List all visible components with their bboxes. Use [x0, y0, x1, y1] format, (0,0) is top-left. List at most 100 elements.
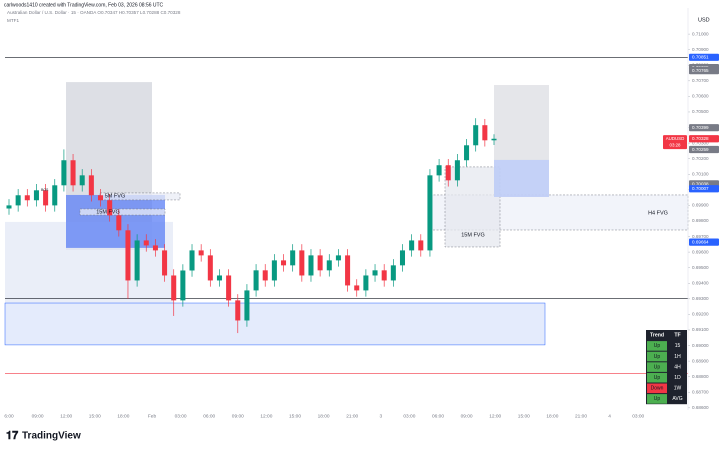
candle-body: [15, 195, 21, 206]
symbol-label: AUDUSD: [666, 136, 685, 141]
zone: [4, 302, 546, 346]
x-tick-label: 6:00: [4, 413, 14, 419]
y-tick-label: 0.70300: [692, 140, 709, 145]
candle-body: [253, 270, 259, 291]
x-tick-label: 06:00: [203, 413, 215, 419]
candle-body: [70, 160, 76, 186]
candle-body: [290, 250, 296, 266]
x-tick-label: 09:00: [232, 413, 244, 419]
y-tick-label: 0.69200: [692, 312, 709, 317]
trend-cell: [647, 372, 667, 383]
candle-body: [418, 240, 424, 251]
y-tick-label: 0.69800: [692, 218, 709, 223]
timeframe: 1D: [674, 375, 681, 381]
price-badge-label: 0.70038: [692, 181, 709, 186]
zone-label: 15M FVG: [96, 209, 120, 215]
candle-body: [24, 195, 30, 201]
y-tick-label: 0.69900: [692, 203, 709, 208]
overlay: 15M FVG 5M FVG H4 FVG 15M FVG BOS 0.70851 0.70…: [41, 53, 719, 246]
trend-cell: [647, 362, 667, 372]
trend-table: Trend TF Up 15 Up 1H Up 4H Up 1D Down 1W Up AVG: [646, 330, 687, 405]
candle-body: [335, 255, 341, 261]
candle-body: [107, 200, 113, 216]
x-tick-label: 15:00: [518, 413, 530, 419]
candles: [6, 118, 497, 334]
candle-body: [317, 255, 323, 271]
y-tick-label: 0.70100: [692, 171, 709, 176]
price-badge: [689, 238, 719, 246]
candle-body: [134, 240, 140, 281]
candle-body: [464, 145, 470, 161]
price-badge-label: 0.70399: [692, 125, 709, 130]
y-tick-label: 0.69600: [692, 249, 709, 254]
y-tick-label: 0.68900: [692, 358, 709, 363]
author-line: carlwoods1410 created with TradingView.c…: [4, 2, 164, 8]
x-tick-label: 03:00: [403, 413, 415, 419]
candle-body: [454, 160, 460, 181]
y-tick-label: 0.68700: [692, 389, 709, 394]
trend-cell: [647, 341, 667, 351]
x-tick-label: 15:00: [289, 413, 301, 419]
candle-body: [345, 255, 351, 286]
trend-cell: [647, 383, 667, 394]
candle-body: [52, 185, 58, 206]
zone-label: H4 FVG: [648, 210, 668, 216]
zone-label: 15M FVG: [461, 232, 485, 238]
symbol-line: Australian Dollar / U.S. Dollar · 15 · O…: [7, 10, 181, 15]
price-badge: [689, 124, 719, 132]
timeframe: 15: [675, 343, 681, 349]
price-badge-label: 0.70259: [692, 147, 709, 152]
candle-body: [262, 270, 268, 281]
x-tick-label: 03:00: [632, 413, 644, 419]
currency: USD: [698, 17, 710, 23]
candle-body: [281, 260, 287, 266]
candle-body: [445, 165, 451, 181]
candle-body: [79, 175, 85, 186]
table-header: Trend: [650, 333, 664, 339]
x-tick-label: 21:00: [575, 413, 587, 419]
price-badge: [689, 53, 719, 61]
candle-body: [198, 250, 204, 256]
x-tick-label: 4: [608, 413, 611, 419]
candle-body: [399, 250, 406, 266]
trend-value: Up: [654, 396, 661, 402]
candle-body: [244, 290, 250, 321]
trend-value: Up: [654, 375, 661, 381]
candle-body: [482, 125, 488, 141]
price-badge-label: 0.70007: [692, 186, 709, 191]
candle-body: [390, 265, 396, 281]
logo-mark: 𝟏𝟕: [6, 430, 19, 442]
y-tick-label: 0.69400: [692, 280, 709, 285]
candle-body: [33, 190, 39, 201]
logo: 𝟏𝟕 TradingView: [6, 430, 81, 442]
y-tick-label: 0.68800: [692, 374, 709, 379]
trend-cell: [647, 394, 667, 404]
x-tick-label: 09:00: [32, 413, 44, 419]
y-tick-label: 0.69000: [692, 343, 709, 348]
candle-body: [491, 138, 497, 141]
y-tick-label: 0.70200: [692, 156, 709, 161]
candle-body: [427, 175, 433, 251]
y-tick-label: 0.70500: [692, 109, 709, 114]
symbol-tag: [663, 135, 687, 150]
x-tick-label: 03:00: [175, 413, 187, 419]
candle-body: [125, 230, 131, 281]
trend-value: Up: [654, 343, 661, 349]
candle-body: [116, 215, 122, 231]
price-badge-label: 0.69664: [692, 240, 709, 245]
y-tick-label: 0.70900: [692, 47, 709, 52]
price-badge: [689, 145, 719, 154]
x-tick-label: 3: [379, 413, 382, 419]
timeframe: 4H: [674, 364, 681, 370]
price-badge-label: 0.70851: [692, 55, 709, 60]
price-badge: [689, 185, 719, 193]
candle-body: [308, 255, 314, 276]
candle-body: [152, 245, 158, 251]
timeframe: 1W: [674, 386, 682, 392]
bos-label: BOS: [41, 188, 49, 192]
x-tick-label: 12:00: [489, 413, 501, 419]
candle-body: [88, 175, 94, 196]
candle-body: [326, 260, 332, 271]
